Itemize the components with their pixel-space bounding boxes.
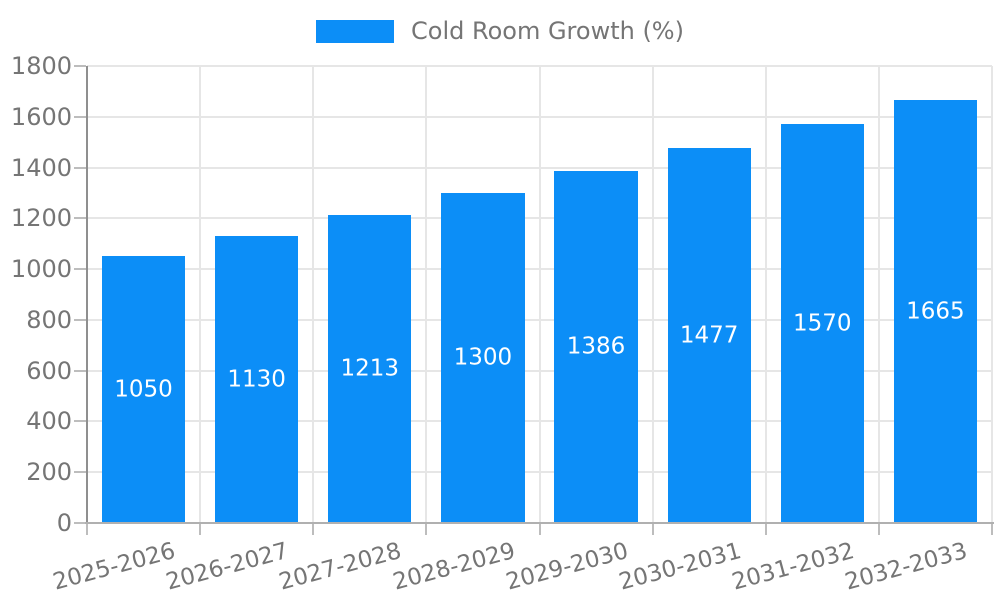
y-tick-label-1600: 1600 <box>10 102 72 131</box>
v-gridline-3 <box>425 66 428 523</box>
bar-value-label-2029-2030: 1386 <box>566 333 626 360</box>
legend-label: Cold Room Growth (%) <box>411 17 684 45</box>
bar-value-label-2028-2029: 1300 <box>453 344 513 371</box>
x-tick-6 <box>764 523 767 535</box>
y-axis-line <box>86 66 88 523</box>
y-tick-1400 <box>74 166 86 169</box>
y-axis-labels: 0 200 400 600 800 1000 1200 1400 1600 1800 <box>0 54 72 535</box>
bar-value-label-2031-2032: 1570 <box>793 310 852 337</box>
x-tick-8 <box>991 523 993 535</box>
y-tick-400 <box>74 420 86 423</box>
bar-value-label-2032-2033: 1665 <box>906 298 965 325</box>
v-gridline-4 <box>538 66 541 523</box>
x-tick-7 <box>877 523 880 535</box>
y-tick-1800 <box>74 65 86 67</box>
bar-value-label-2027-2028: 1213 <box>340 355 400 382</box>
x-tick-label-2030-2031: 2030-2031 <box>616 538 744 596</box>
x-tick-label-2028-2029: 2028-2029 <box>389 538 518 596</box>
y-tick-label-1000: 1000 <box>10 255 72 284</box>
y-tick-600 <box>74 369 86 372</box>
x-tick-5 <box>651 523 654 535</box>
bar-2031-2032 <box>780 124 864 523</box>
bar-2028-2029 <box>441 192 525 523</box>
x-tick-label-2025-2026: 2025-2026 <box>50 538 179 596</box>
x-tick-label-2032-2033: 2032-2033 <box>842 538 971 596</box>
legend: Cold Room Growth (%) <box>0 17 1000 45</box>
y-tick-label-0: 0 <box>56 509 72 537</box>
bar-2030-2031 <box>667 148 751 523</box>
y-tick-1000 <box>74 268 86 271</box>
y-tick-label-600: 600 <box>26 356 72 385</box>
x-axis-labels: 2025-2026 2026-2027 2027-2028 2028-2029 2029… <box>50 538 992 598</box>
x-tick-label-2026-2027: 2026-2027 <box>163 538 292 596</box>
y-tick-label-800: 800 <box>26 305 72 334</box>
y-tick-label-1400: 1400 <box>10 153 72 182</box>
bar-value-label-2030-2031: 1477 <box>679 322 739 349</box>
x-tick-label-2031-2032: 2031-2032 <box>729 538 858 596</box>
v-gridline-8 <box>991 66 993 523</box>
y-tick-0 <box>74 522 86 524</box>
x-tick-label-2027-2028: 2027-2028 <box>276 538 405 596</box>
x-tick-3 <box>425 523 428 535</box>
y-tick-200 <box>74 471 86 474</box>
x-tick-0 <box>86 523 88 535</box>
v-gridline-7 <box>877 66 880 523</box>
v-gridline-1 <box>199 66 202 523</box>
plot-area: 1050 1130 1213 1300 1386 1477 1570 1665 <box>74 65 994 535</box>
bar-value-label-2026-2027: 1130 <box>227 366 286 393</box>
x-tick-2 <box>312 523 315 535</box>
y-tick-label-200: 200 <box>26 458 72 487</box>
bar-2026-2027 <box>215 236 299 523</box>
legend-swatch <box>316 19 394 43</box>
x-tick-label-2029-2030: 2029-2030 <box>502 538 631 596</box>
y-tick-800 <box>74 318 86 321</box>
y-tick-1600 <box>74 115 86 118</box>
x-tick-4 <box>538 523 541 535</box>
bar-value-label-2025-2026: 1050 <box>114 376 173 403</box>
bar-2029-2030 <box>554 171 638 523</box>
y-tick-label-1200: 1200 <box>10 204 72 233</box>
y-tick-1200 <box>74 217 86 220</box>
bar-2027-2028 <box>328 215 412 523</box>
bar-2032-2033 <box>893 100 977 523</box>
v-gridline-5 <box>651 66 654 523</box>
x-tick-1 <box>199 523 202 535</box>
v-gridline-2 <box>312 66 315 523</box>
v-gridline-6 <box>764 66 767 523</box>
bar-2025-2026 <box>101 256 186 523</box>
y-tick-label-400: 400 <box>26 407 72 436</box>
x-axis-line <box>85 522 994 524</box>
y-tick-label-1800: 1800 <box>10 52 72 80</box>
